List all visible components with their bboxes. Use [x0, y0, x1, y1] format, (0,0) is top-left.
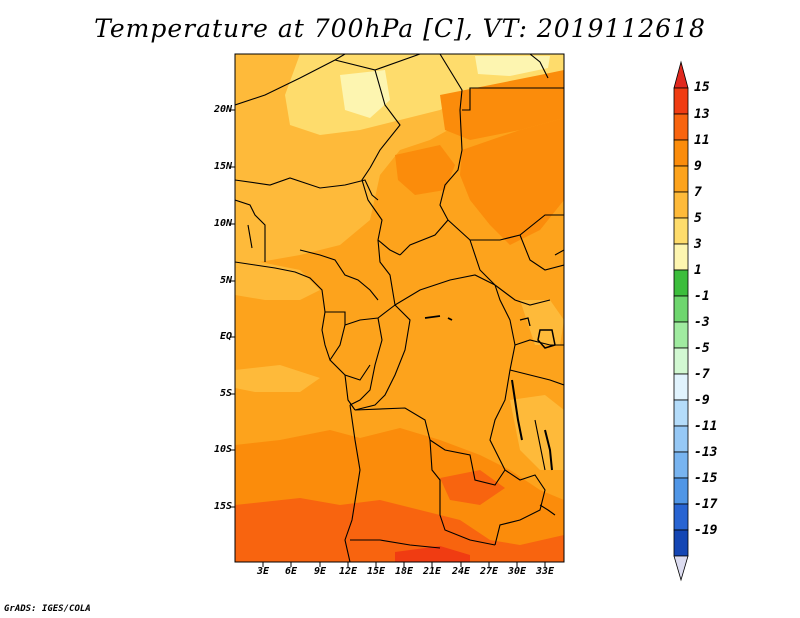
colorbar-label: 11: [694, 133, 710, 148]
lon-label-21e: 21E: [422, 566, 442, 577]
colorbar-label: -3: [694, 315, 710, 330]
colorbar-label: -1: [694, 289, 710, 304]
temperature-field: [235, 54, 564, 562]
field-angola-cool: [235, 365, 320, 392]
lon-label-12e: 12E: [338, 566, 358, 577]
colorbar-label: 5: [694, 211, 702, 226]
colorbar-swatch: [673, 529, 689, 557]
field-warm-sudan: [460, 118, 564, 245]
lon-label-3e: 3E: [256, 566, 270, 577]
colorbar-swatch: [673, 399, 689, 427]
colorbar-swatch: [673, 425, 689, 453]
lon-label-24e: 24E: [451, 566, 471, 577]
colorbar-swatch: [673, 165, 689, 193]
grads-credit: GrADS: IGES/COLA: [4, 604, 91, 614]
lat-label-5n: 5N: [219, 275, 232, 286]
colorbar-swatch: [673, 113, 689, 141]
field-north-3-5: [340, 70, 390, 118]
lon-label-9e: 9E: [313, 566, 327, 577]
colorbar-bottom-arrow: [673, 555, 689, 582]
colorbar-swatch: [673, 321, 689, 349]
lat-label-15n: 15N: [213, 161, 232, 172]
field-south-13-15: [235, 498, 564, 562]
field-south-15-plus: [395, 546, 470, 562]
lat-label-20n: 20N: [213, 104, 232, 115]
country-borders: [235, 54, 564, 562]
lon-label-15e: 15E: [366, 566, 386, 577]
colorbar-label: 7: [694, 185, 702, 200]
colorbar-label: -13: [694, 445, 718, 460]
lat-label-10n: 10N: [213, 218, 232, 229]
colorbar-label: 15: [694, 80, 710, 95]
colorbar-top-arrow: [673, 60, 689, 89]
colorbar-swatch: [673, 191, 689, 219]
colorbar-label: 3: [694, 237, 702, 252]
lat-ticks: [230, 109, 235, 508]
colorbar-label: 9: [694, 159, 702, 174]
chart-title: Temperature at 700hPa [C], VT: 201911261…: [94, 14, 706, 43]
field-warm-chad: [395, 145, 455, 195]
lat-label-15s: 15S: [213, 501, 232, 512]
colorbar-swatch: [673, 295, 689, 323]
colorbar-label: 13: [694, 107, 710, 122]
colorbar-swatch: [673, 87, 689, 115]
field-south-13-15-b: [440, 470, 505, 505]
lon-label-27e: 27E: [479, 566, 499, 577]
colorbar-label: -9: [694, 393, 710, 408]
colorbar-label: -19: [694, 523, 718, 538]
colorbar-swatch: [673, 503, 689, 531]
lon-label-33e: 33E: [535, 566, 555, 577]
colorbar-label: -7: [694, 367, 710, 382]
lon-ticks: [262, 562, 546, 567]
lon-label-30e: 30E: [507, 566, 527, 577]
lat-label-5s: 5S: [219, 388, 232, 399]
colorbar-label: -17: [694, 497, 718, 512]
map-frame: [234, 53, 565, 563]
colorbar-swatch: [673, 243, 689, 271]
colorbar-swatch: [673, 269, 689, 297]
colorbar-swatch: [673, 347, 689, 375]
colorbar: [673, 60, 689, 582]
colorbar-label: -11: [694, 419, 718, 434]
colorbar-swatch: [673, 217, 689, 245]
field-ne-3-5: [475, 56, 550, 76]
colorbar-swatch: [673, 373, 689, 401]
colorbar-swatch: [673, 477, 689, 505]
lat-label-10s: 10S: [213, 444, 232, 455]
colorbar-swatch: [673, 451, 689, 479]
field-west-cool: [235, 262, 320, 300]
colorbar-label: 1: [694, 263, 702, 278]
colorbar-label: -15: [694, 471, 718, 486]
lon-label-6e: 6E: [284, 566, 298, 577]
lat-label-eq: EQ: [219, 331, 232, 342]
lon-label-18e: 18E: [394, 566, 414, 577]
colorbar-label: -5: [694, 341, 710, 356]
colorbar-swatch: [673, 139, 689, 167]
